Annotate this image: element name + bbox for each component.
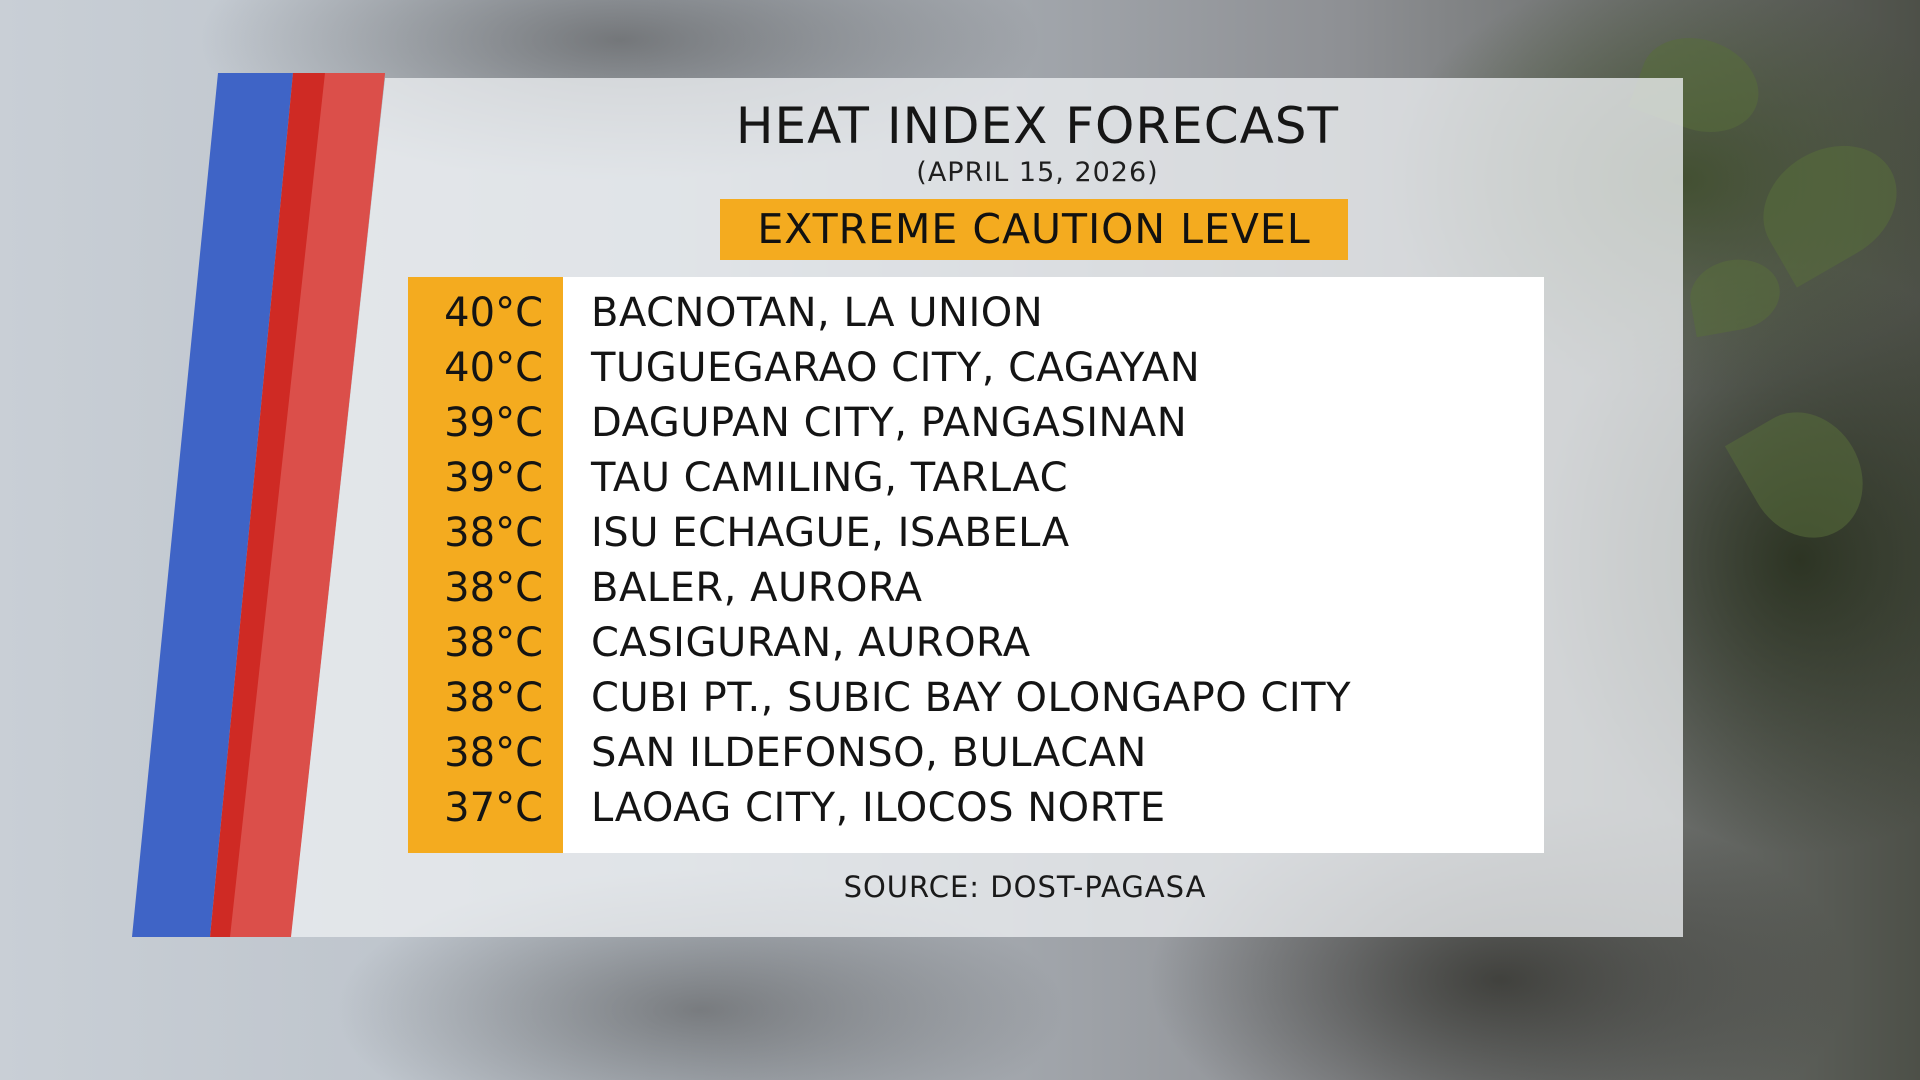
temperature-column xyxy=(408,277,563,853)
forecast-date: (APRIL 15, 2026) xyxy=(916,157,1159,188)
table-row: 38°C SAN ILDEFONSO, BULACAN xyxy=(408,726,1544,781)
table-row: 40°C TUGUEGARAO CITY, CAGAYAN xyxy=(408,341,1544,396)
heat-index-value: 39°C xyxy=(444,400,543,446)
table-row: 37°C LAOAG CITY, ILOCOS NORTE xyxy=(408,781,1544,836)
background-leaf xyxy=(1724,391,1886,559)
location-name: CASIGURAN, AURORA xyxy=(591,620,1031,666)
background-leaf xyxy=(1741,122,1919,288)
location-name: LAOAG CITY, ILOCOS NORTE xyxy=(591,785,1166,831)
location-name: CUBI PT., SUBIC BAY OLONGAPO CITY xyxy=(591,675,1352,721)
table-row: 38°C BALER, AURORA xyxy=(408,561,1544,616)
heat-index-value: 40°C xyxy=(444,345,543,391)
table-row: 39°C DAGUPAN CITY, PANGASINAN xyxy=(408,396,1544,451)
heat-index-value: 38°C xyxy=(444,620,543,666)
heat-index-value: 38°C xyxy=(444,730,543,776)
heat-index-value: 38°C xyxy=(444,510,543,556)
location-name: DAGUPAN CITY, PANGASINAN xyxy=(591,400,1188,446)
table-row: 38°C ISU ECHAGUE, ISABELA xyxy=(408,506,1544,561)
source-credit: SOURCE: DOST-PAGASA xyxy=(843,870,1207,904)
background-leaf xyxy=(1684,252,1786,338)
table-row: 38°C CUBI PT., SUBIC BAY OLONGAPO CITY xyxy=(408,671,1544,726)
graphic-title: HEAT INDEX FORECAST xyxy=(735,97,1340,155)
heat-index-value: 39°C xyxy=(444,455,543,501)
caution-level-badge: EXTREME CAUTION LEVEL xyxy=(720,199,1348,260)
table-row: 38°C CASIGURAN, AURORA xyxy=(408,616,1544,671)
location-name: BALER, AURORA xyxy=(591,565,923,611)
table-row: 39°C TAU CAMILING, TARLAC xyxy=(408,451,1544,506)
heat-index-value: 40°C xyxy=(444,290,543,336)
heat-index-value: 38°C xyxy=(444,565,543,611)
location-name: SAN ILDEFONSO, BULACAN xyxy=(591,730,1147,776)
location-name: TUGUEGARAO CITY, CAGAYAN xyxy=(591,345,1201,391)
location-name: ISU ECHAGUE, ISABELA xyxy=(591,510,1070,556)
table-row: 40°C BACNOTAN, LA UNION xyxy=(408,286,1544,341)
heat-index-table: 40°C BACNOTAN, LA UNION 40°C TUGUEGARAO … xyxy=(408,277,1544,853)
heat-index-value: 37°C xyxy=(444,785,543,831)
location-name: TAU CAMILING, TARLAC xyxy=(591,455,1068,501)
heat-index-value: 38°C xyxy=(444,675,543,721)
location-name: BACNOTAN, LA UNION xyxy=(591,290,1044,336)
